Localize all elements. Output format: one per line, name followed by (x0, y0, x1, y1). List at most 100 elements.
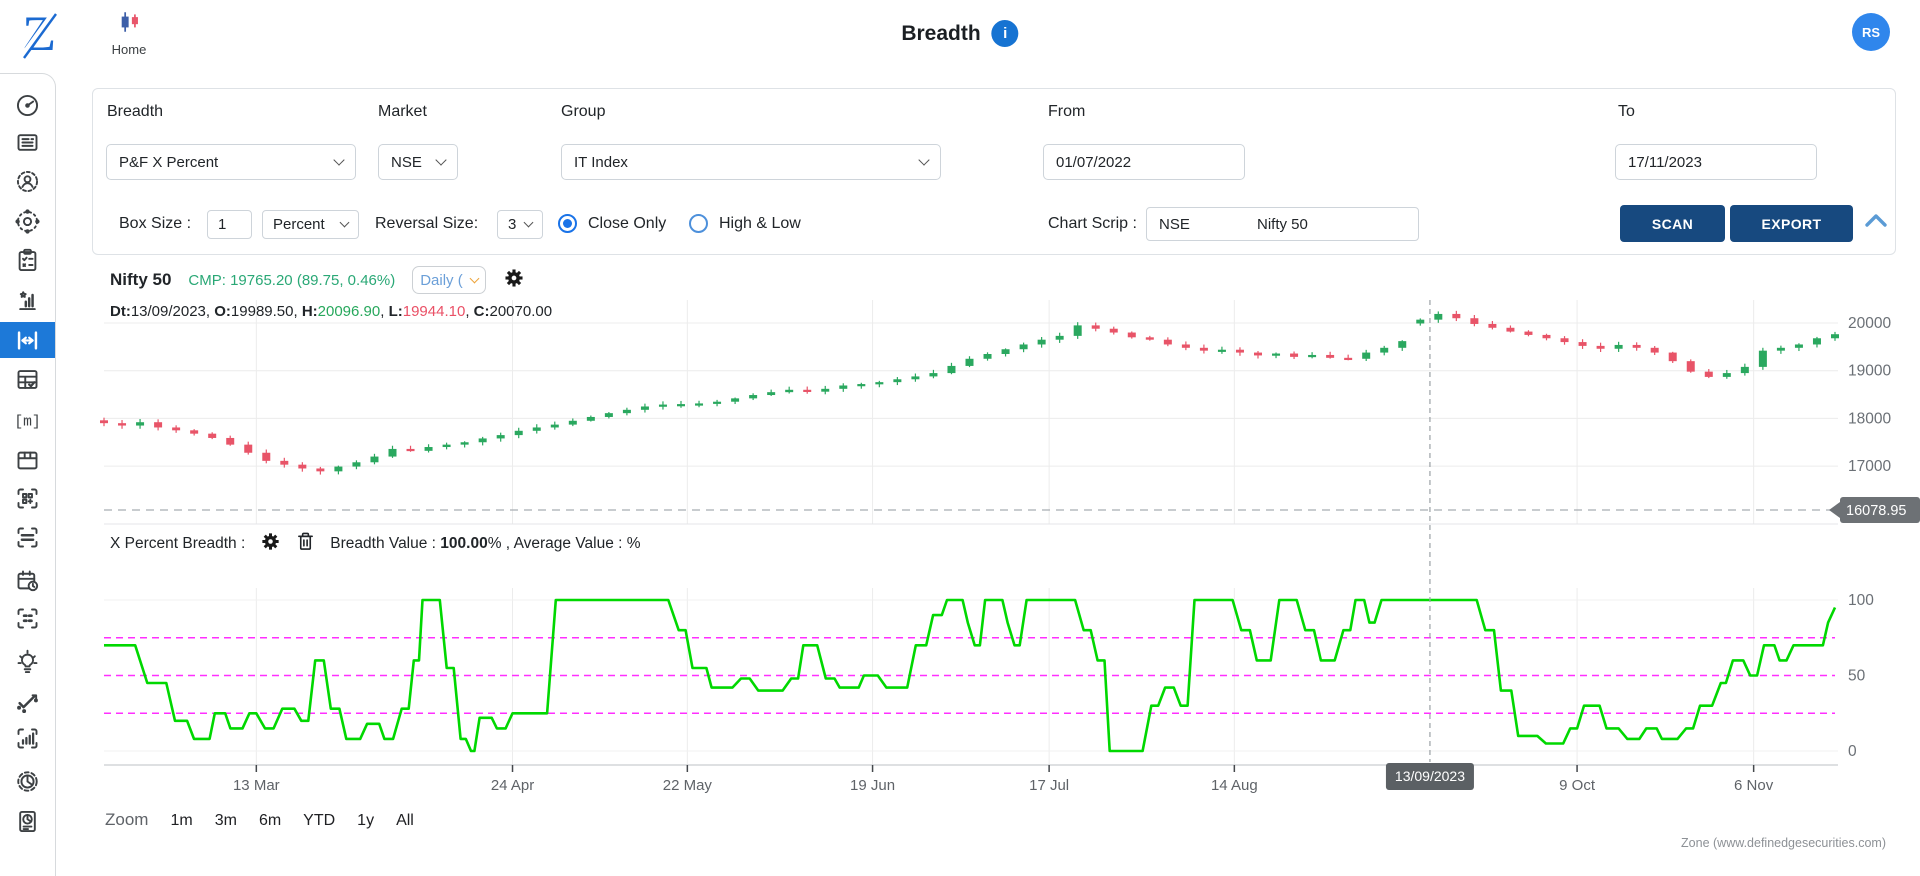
timeframe-select[interactable]: Daily ( (412, 266, 487, 294)
svg-text:6 Nov: 6 Nov (1734, 777, 1774, 794)
price-candles (100, 310, 1839, 475)
box-size-input[interactable]: 1 (207, 210, 252, 239)
info-icon[interactable]: i (991, 20, 1019, 47)
sidebar-item-user-settings[interactable] (0, 163, 55, 199)
ohlc-segment: H: (301, 303, 318, 320)
from-label: From (1048, 103, 1086, 120)
breadth-section-label: X Percent Breadth : (110, 535, 246, 552)
delete-icon[interactable] (296, 531, 315, 557)
ohlc-segment: 20096.90 (317, 303, 381, 320)
breadth-select-value: P&F X Percent (119, 153, 219, 171)
svg-text:18000: 18000 (1848, 410, 1891, 427)
group-label: Group (561, 103, 606, 120)
to-date-value: 17/11/2023 (1628, 153, 1702, 171)
svg-text:17000: 17000 (1848, 458, 1891, 475)
svg-text:[m]: [m] (14, 414, 40, 430)
svg-text:16078.95: 16078.95 (1846, 503, 1906, 519)
sidebar-item-report-pie[interactable] (0, 803, 55, 839)
high-low-radio[interactable] (689, 214, 708, 233)
candlestick-icon (121, 12, 138, 32)
svg-text:0: 0 (1848, 743, 1857, 760)
chevron-down-icon (333, 154, 345, 166)
chart-scrip-input[interactable]: NSE Nifty 50 (1146, 207, 1419, 241)
unit-select[interactable]: Percent (262, 210, 359, 239)
settings-icon[interactable] (260, 531, 281, 557)
from-date-input[interactable]: 01/07/2022 (1043, 144, 1245, 180)
sidebar-item-bar-scan[interactable] (0, 720, 55, 756)
ohlc-segment: L: (388, 303, 403, 320)
zoom-option-all[interactable]: All (396, 812, 414, 829)
sidebar-item-grid-scan[interactable] (0, 600, 55, 636)
zoom-option-6m[interactable]: 6m (258, 812, 282, 829)
sidebar-item-checklist[interactable] (0, 242, 55, 278)
export-button[interactable]: EXPORT (1730, 205, 1853, 242)
breadth-value-text: Breadth Value : 100.00% , Average Value … (330, 535, 640, 553)
svg-text:100: 100 (1848, 592, 1874, 609)
svg-text:19 Jun: 19 Jun (850, 777, 895, 794)
sidebar-item-qr-scan[interactable] (0, 480, 55, 516)
zoom-option-1m[interactable]: 1m (170, 812, 193, 829)
scan-button[interactable]: SCAN (1620, 205, 1725, 242)
sidebar: [m] (0, 73, 56, 876)
chevron-down-icon (918, 154, 930, 166)
market-label: Market (378, 103, 427, 120)
sidebar-item-layout[interactable] (0, 442, 55, 478)
zoom-option-1y[interactable]: 1y (357, 812, 375, 829)
ohlc-segment: , (465, 303, 474, 320)
svg-text:14 Aug: 14 Aug (1211, 777, 1258, 794)
unit-select-value: Percent (273, 216, 325, 233)
date-marker: 13/09/2023 (1385, 300, 1474, 790)
to-date-input[interactable]: 17/11/2023 (1615, 144, 1817, 180)
market-select[interactable]: NSE (378, 144, 458, 180)
nav-home[interactable]: Home (103, 9, 155, 57)
sidebar-item-breadth[interactable] (0, 322, 55, 358)
axis-labels: 20000 19000 18000 17000 100 50 0 13 Mar 24 Apr 22… (233, 315, 1891, 794)
ohlc-segment: 20070.00 (489, 303, 553, 320)
chevron-down-icon (469, 273, 480, 284)
sidebar-item-calendar-clock[interactable] (0, 562, 55, 598)
sidebar-item-rank-chart[interactable] (0, 281, 55, 317)
user-avatar[interactable]: RS (1852, 13, 1890, 51)
breadth-value-segment: Breadth Value : (330, 535, 441, 552)
zoom-option-3m[interactable]: 3m (214, 812, 237, 829)
breadth-guides (104, 637, 1835, 714)
app-logo[interactable]: Z (14, 6, 64, 60)
level-line: 16078.95 (104, 497, 1920, 524)
svg-text:17 Jul: 17 Jul (1029, 777, 1069, 794)
sidebar-item-pie-gear[interactable] (0, 763, 55, 799)
ohlc-segment: , (380, 303, 389, 320)
svg-text:19000: 19000 (1848, 363, 1891, 380)
chart-symbol: Nifty 50 (110, 270, 172, 289)
breadth-line (104, 598, 1837, 753)
ohlc-segment: C: (473, 303, 490, 320)
sidebar-item-news[interactable] (0, 124, 55, 160)
collapse-panel-icon[interactable] (1864, 213, 1888, 228)
avatar-initials: RS (1861, 24, 1881, 40)
close-only-radio[interactable] (558, 214, 577, 233)
sidebar-item-network-settings[interactable] (0, 203, 55, 239)
group-select[interactable]: IT Index (561, 144, 941, 180)
scrip-exchange: NSE (1159, 215, 1190, 233)
sidebar-item-table-check[interactable] (0, 361, 55, 397)
zoom-option-ytd[interactable]: YTD (303, 812, 336, 829)
sidebar-item-gauge[interactable] (0, 87, 55, 123)
chevron-down-icon (435, 154, 447, 166)
breadth-select[interactable]: P&F X Percent (106, 144, 356, 180)
chevron-down-icon (339, 217, 350, 228)
nav-home-label: Home (111, 42, 147, 57)
box-size-label: Box Size : (119, 215, 192, 232)
sidebar-item-scan-lines[interactable] (0, 519, 55, 555)
reversal-select[interactable]: 3 (497, 210, 543, 239)
zoom-controls: Zoom 1m 3m 6m YTD 1y All (105, 810, 414, 830)
settings-icon[interactable] (503, 267, 525, 294)
zoom-label: Zoom (105, 810, 149, 829)
high-low-label: High & Low (719, 215, 801, 232)
sidebar-item-matrix[interactable]: [m] (0, 402, 55, 438)
ohlc-segment: O: (214, 303, 231, 320)
sidebar-item-idea-bulb[interactable] (0, 644, 55, 680)
group-select-value: IT Index (574, 153, 628, 171)
sidebar-item-check-sparkle[interactable] (0, 683, 55, 719)
scrip-name: Nifty 50 (1257, 215, 1308, 233)
reversal-select-value: 3 (508, 216, 517, 233)
